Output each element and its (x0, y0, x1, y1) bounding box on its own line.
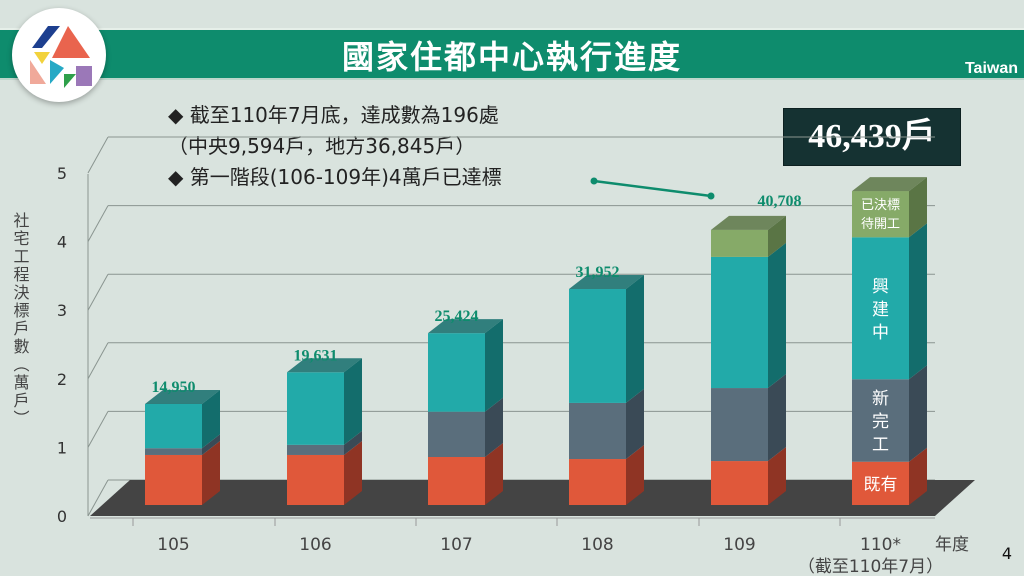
bar-side (768, 374, 786, 462)
total-label: 19,631 (294, 347, 338, 364)
bar-side (909, 223, 927, 380)
x-tick-label: 108 (581, 535, 613, 555)
bar-side (626, 388, 644, 460)
bar-side (202, 434, 220, 455)
x-tick-note: （截至110年7月） (798, 557, 943, 576)
bar-side (909, 447, 927, 505)
logo (12, 8, 106, 102)
gridline-side (87, 411, 109, 448)
bar-side (626, 275, 644, 403)
total-label: 31,952 (576, 264, 620, 281)
bar-top (428, 319, 503, 334)
gridline-side (87, 479, 109, 517)
bar-side (485, 443, 503, 505)
segment-label: 已決標 (861, 198, 900, 213)
note-2: （中央9,594戶，地方36,845戶） (168, 134, 476, 158)
floor (90, 480, 975, 516)
bar-side (909, 177, 927, 238)
bar-side (768, 242, 786, 389)
y-tick-label: 5 (57, 164, 67, 183)
bar-segment (145, 448, 202, 455)
total-label: 40,708 (758, 193, 802, 210)
notes: ◆ 截至110年7月底，達成數為196處 （中央9,594戶，地方36,845戶… (168, 100, 502, 193)
x-tick-label: 107 (440, 535, 472, 555)
bar-side (485, 397, 503, 458)
bar-side (768, 447, 786, 505)
bar-top (852, 177, 927, 192)
segment-label: 既有 (864, 475, 898, 495)
gridline-side (87, 342, 109, 380)
x-tick-label: 106 (299, 535, 331, 555)
bar-segment (428, 457, 485, 505)
y-tick-label: 1 (57, 438, 67, 457)
bar-segment (569, 459, 626, 505)
bar-segment (428, 333, 485, 412)
y-tick-label: 4 (57, 233, 67, 252)
segment-label: 中 (872, 323, 889, 343)
bar-top (569, 275, 644, 290)
bar-side (768, 215, 786, 257)
bar-top (287, 358, 362, 373)
y-axis-label: 社宅工程決標戶數（萬戶） (11, 212, 30, 428)
connector-dot (590, 177, 598, 185)
bar-segment (852, 237, 909, 380)
gridline-side (87, 205, 109, 242)
segment-label: 完 (872, 412, 889, 432)
bar-side (202, 440, 220, 505)
bar-side (909, 365, 927, 462)
brand-text: Taiwan (964, 60, 1018, 77)
page-number: 4 (1001, 544, 1012, 563)
bar-top (711, 215, 786, 230)
segment-label: 興 (872, 277, 889, 297)
segment-label: 待開工 (861, 217, 900, 232)
connector-line (593, 179, 712, 198)
bar-segment (711, 256, 768, 389)
bar-side (626, 445, 644, 505)
bar-segment (852, 379, 909, 462)
y-tick-label: 3 (57, 301, 67, 320)
bar-segment (569, 289, 626, 403)
note-1: ◆ 截至110年7月底，達成數為196處 (168, 103, 499, 127)
bar-segment (711, 229, 768, 257)
total-label: 25,424 (435, 308, 479, 325)
bar-segment (569, 402, 626, 460)
note-3: ◆ 第一階段(106-109年)4萬戶已達標 (168, 165, 502, 189)
bar-segment (852, 191, 909, 238)
bar-segment (145, 454, 202, 505)
title-band (0, 28, 1024, 80)
bar-segment (145, 403, 202, 449)
bar-segment (287, 372, 344, 445)
x-tick-label: 105 (157, 535, 189, 555)
y-tick-label: 2 (57, 370, 67, 389)
page-title: 國家住都中心執行進度 (341, 38, 682, 76)
x-tick-label: 110* (860, 535, 901, 555)
y-tick-label: 0 (57, 507, 67, 526)
bar-segment (428, 411, 485, 458)
bar-top (145, 389, 220, 404)
bar-segment (852, 461, 909, 505)
segment-label: 建 (872, 300, 889, 320)
segment-label: 新 (872, 389, 889, 409)
x-tick-label: 109 (723, 535, 755, 555)
bar-segment (711, 388, 768, 462)
gridline-side (87, 273, 109, 311)
segment-label: 工 (872, 435, 889, 455)
gridline-side (87, 136, 109, 174)
connector-dot (707, 192, 715, 200)
bar-side (344, 358, 362, 445)
bar-side (344, 430, 362, 455)
total-label: 14,950 (152, 379, 196, 396)
bar-segment (711, 461, 768, 505)
x-axis-label: 年度 (935, 535, 969, 555)
bar-segment (287, 454, 344, 505)
bar-side (485, 319, 503, 412)
bar-side (344, 440, 362, 505)
bar-side (202, 389, 220, 449)
logo-icon (30, 26, 92, 88)
bar-segment (287, 444, 344, 455)
